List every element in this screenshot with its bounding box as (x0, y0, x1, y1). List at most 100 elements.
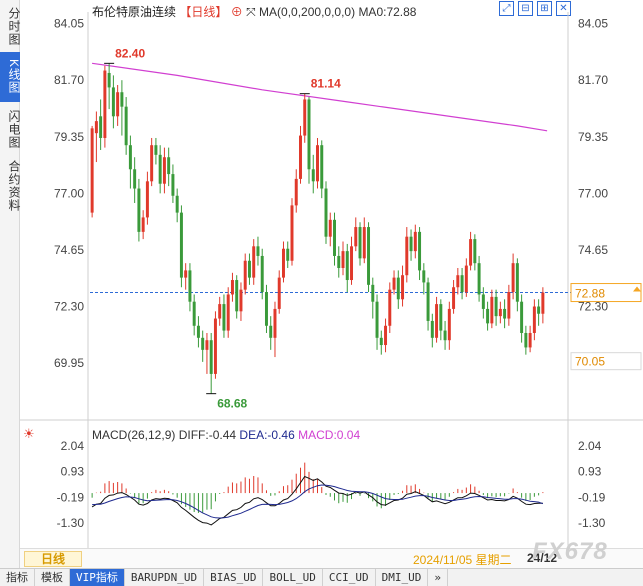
y-tick-label: 72.30 (54, 300, 84, 314)
candle-body (520, 301, 524, 333)
macd-value: MACD:0.04 (298, 428, 361, 442)
expand-icon[interactable]: ⤢ (499, 1, 514, 16)
y-tick-label-right: 74.65 (578, 243, 608, 257)
y-tick-label-right: 72.30 (578, 300, 608, 314)
candle-body (537, 306, 541, 314)
candle-body (277, 277, 281, 309)
sun-icon[interactable]: ☀ (23, 426, 35, 441)
candle-body (541, 292, 545, 314)
indicator-tab[interactable]: VIP指标 (70, 569, 125, 586)
candle-body (286, 248, 290, 261)
candle-body (515, 263, 519, 302)
tab-kline[interactable]: K线图 (0, 52, 21, 102)
instrument-name: 布伦特原油连续 (92, 5, 177, 19)
ma-line (92, 62, 548, 132)
macd-label: MACD(26,12,9) (92, 428, 176, 442)
close-icon[interactable]: ✕ (556, 1, 571, 16)
candle-body (371, 284, 375, 302)
candle-body (260, 255, 264, 293)
candle-body (154, 145, 158, 155)
candle-body (498, 308, 502, 317)
sidebar: 分时图 K线图 闪电图 合约资料 (0, 0, 21, 568)
candle-body (192, 301, 196, 326)
candle-body (247, 260, 251, 278)
indicator-tab[interactable]: » (428, 569, 448, 586)
candle-body (303, 99, 307, 136)
ma-settings-icon[interactable]: ⤧ (246, 5, 256, 19)
candle-body (426, 282, 430, 321)
candle-body (150, 145, 154, 182)
candle-body (422, 270, 426, 283)
candle-body (218, 304, 222, 319)
indicator-tab[interactable]: DMI_UD (376, 569, 429, 586)
candle-body (392, 277, 396, 290)
candle-body (375, 301, 379, 338)
candle-body (235, 280, 239, 312)
extreme-label: 68.68 (217, 397, 247, 411)
candle-body (230, 280, 234, 295)
indicator-tab[interactable]: BOLL_UD (263, 569, 323, 586)
candle-body (120, 92, 124, 107)
time-axis-bar (20, 548, 643, 568)
candle-body (460, 275, 464, 293)
candle-body (94, 121, 98, 134)
period-chip[interactable]: 日线 (24, 551, 82, 567)
y-tick-label-right: 81.70 (578, 73, 608, 87)
zoom-out-icon[interactable]: ⊟ (518, 1, 533, 16)
candle-body (171, 174, 175, 196)
price-legend: 布伦特原油连续 【日线】 ⊕ ⤧ MA(0,0,200,0,0,0) MA0:7… (92, 3, 416, 20)
candle-body (511, 263, 515, 293)
candle-body (307, 99, 311, 170)
tab-intraday[interactable]: 分时图 (7, 6, 21, 46)
candle-body (362, 227, 366, 259)
indicator-tab[interactable]: BARUPDN_UD (125, 569, 205, 586)
candle-body (269, 325, 273, 338)
candle-body (401, 275, 405, 300)
y-tick-label: 84.05 (54, 17, 84, 31)
candle-body (294, 178, 298, 206)
candle-body (443, 330, 447, 341)
candle-body (311, 169, 315, 182)
low-range-label: 70.05 (575, 355, 605, 369)
macd-tick-label-right: 0.93 (578, 465, 602, 479)
candle-body (396, 277, 400, 300)
y-tick-label-right: 79.35 (578, 130, 608, 144)
candle-body (388, 289, 392, 326)
y-tick-label-right: 84.05 (578, 17, 608, 31)
candle-body (188, 270, 192, 302)
candle-body (528, 332, 532, 348)
macd-tick-label-right: -1.30 (578, 516, 606, 530)
zoom-in-icon[interactable]: ⊞ (537, 1, 552, 16)
candle-body (435, 304, 439, 338)
indicator-tab[interactable]: BIAS_UD (204, 569, 264, 586)
candle-body (367, 227, 371, 285)
y-tick-label: 79.35 (54, 130, 84, 144)
candle-body (316, 145, 319, 182)
candle-body (350, 246, 354, 281)
candle-body (184, 270, 188, 278)
candle-body (532, 306, 536, 333)
candle-body (256, 246, 260, 256)
candle-body (222, 304, 226, 331)
candle-body (273, 308, 277, 338)
brand-watermark: FX678 (532, 538, 608, 565)
candle-body (133, 169, 137, 189)
indicator-tab[interactable]: 指标 (0, 569, 35, 586)
candle-body (473, 239, 477, 264)
indicator-tab[interactable]: 模板 (35, 569, 70, 586)
candle-body (213, 318, 217, 374)
tab-contract-info[interactable]: 合约资料 (7, 160, 21, 212)
candle-body (226, 294, 230, 331)
y-tick-label: 74.65 (54, 243, 84, 257)
y-tick-label: 77.00 (54, 186, 84, 200)
add-indicator-icon[interactable]: ⊕ (230, 5, 243, 19)
period-tag[interactable]: 【日线】 (179, 5, 228, 19)
candle-body (116, 92, 120, 117)
macd-tick-label: 2.04 (61, 439, 85, 453)
candle-body (477, 263, 481, 295)
dea-value: DEA:-0.46 (239, 428, 295, 442)
tab-flash-chart[interactable]: 闪电图 (7, 109, 21, 149)
indicator-tab[interactable]: CCI_UD (323, 569, 376, 586)
